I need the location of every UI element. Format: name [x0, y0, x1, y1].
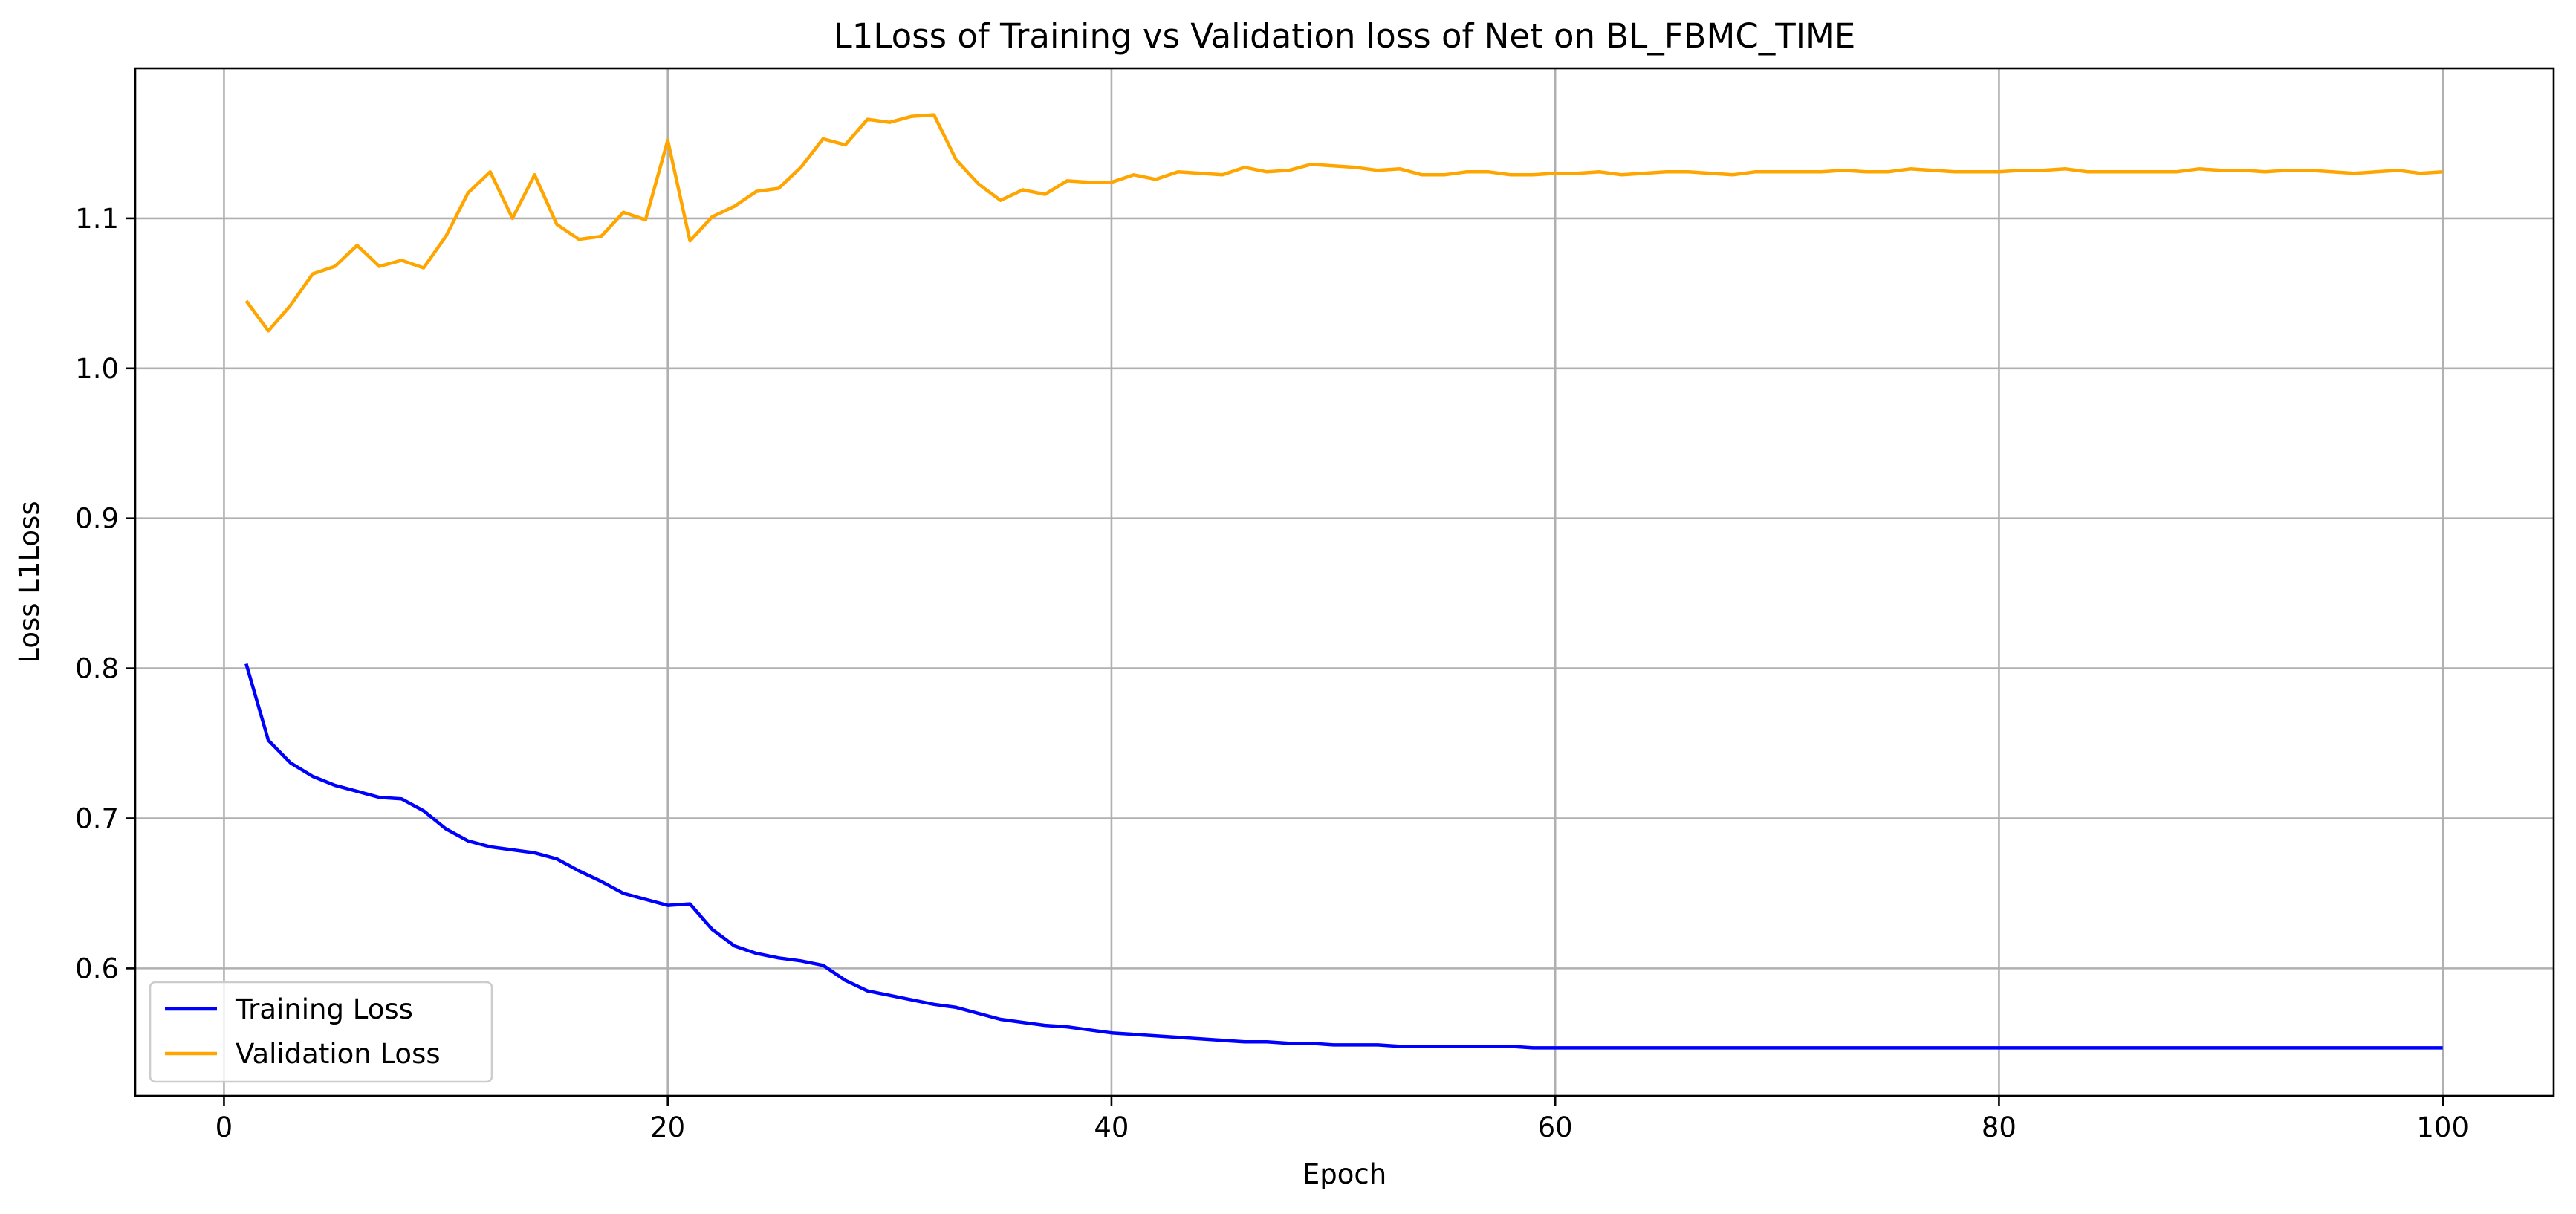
y-tick-label: 1.1	[75, 203, 119, 235]
x-tick-label: 40	[1094, 1111, 1129, 1143]
y-tick-label: 0.9	[75, 503, 119, 535]
y-tick-label: 0.6	[75, 952, 119, 984]
series-group	[244, 113, 2443, 1050]
x-tick-label: 100	[2416, 1111, 2469, 1143]
y-axis-label: Loss L1Loss	[13, 501, 45, 663]
x-tick-label: 60	[1538, 1111, 1573, 1143]
x-tick-label: 0	[215, 1111, 233, 1143]
legend-box	[149, 981, 493, 1083]
chart-title: L1Loss of Training vs Validation loss of…	[834, 16, 1856, 56]
legend: Training Loss Validation Loss	[149, 981, 493, 1083]
series-line-validation-loss	[244, 113, 2443, 333]
x-axis-label: Epoch	[1302, 1158, 1386, 1190]
x-tick-label: 80	[1982, 1111, 2017, 1143]
x-tick-label: 20	[650, 1111, 685, 1143]
plot-frame	[134, 67, 2555, 1097]
y-tick-label: 1.0	[75, 353, 119, 385]
legend-label-training-loss: Training Loss	[235, 993, 413, 1025]
y-tick-label: 0.7	[75, 802, 119, 834]
ticks: 0 20 40 60 80 100 0.6 0.7 0.8 0.9 1.0 1.1	[75, 203, 2469, 1143]
legend-label-validation-loss: Validation Loss	[236, 1038, 441, 1070]
series-line-training-loss	[244, 663, 2443, 1050]
y-tick-label: 0.8	[75, 653, 119, 685]
grid	[135, 68, 2554, 1096]
